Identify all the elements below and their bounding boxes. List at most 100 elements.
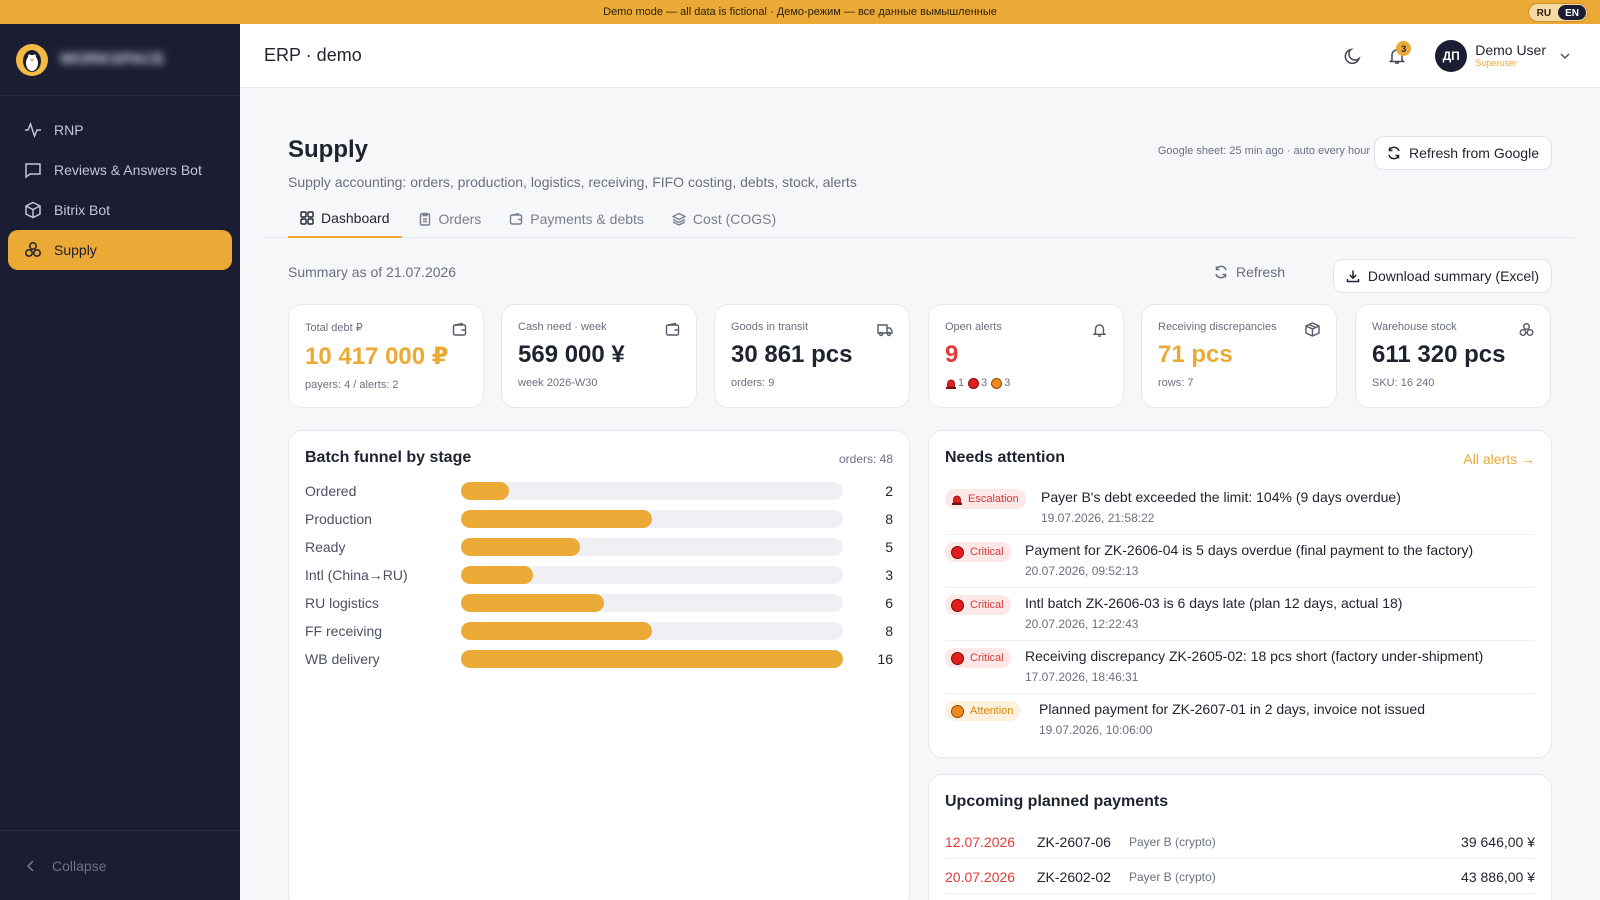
theme-toggle-button[interactable]	[1335, 38, 1371, 74]
refresh-button[interactable]: Refresh	[1214, 264, 1285, 280]
critical-dot-icon	[951, 598, 964, 612]
siren-icon	[951, 494, 963, 505]
tab-orders[interactable]: Orders	[406, 200, 494, 238]
tab-cost-cogs[interactable]: Cost (COGS)	[660, 200, 788, 238]
refresh-from-google-button[interactable]: Refresh from Google	[1374, 136, 1552, 170]
payment-order-id: ZK-2602-02	[1037, 868, 1111, 885]
sidebar-item-bitrix-bot[interactable]: Bitrix Bot	[8, 190, 232, 230]
funnel-row: Intl (China→RU) 3	[305, 565, 893, 585]
payment-row[interactable]: 20.07.2026 ZK-2602-02 Payer B (crypto) 43 8…	[945, 860, 1535, 894]
kpi-value: 10 417 000 ₽	[305, 343, 449, 370]
avatar[interactable]: ДП	[1435, 40, 1468, 72]
lang-en[interactable]: EN	[1558, 5, 1586, 20]
package-icon	[1305, 322, 1320, 337]
kpi-value: 611 320 pcs	[1372, 341, 1506, 368]
all-alerts-link[interactable]: All alerts →	[1463, 451, 1535, 467]
alert-item[interactable]: Critical Payment for ZK-2606-04 is 5 days…	[945, 536, 1535, 588]
funnel-bar	[461, 650, 843, 668]
kpi-total-debt: Total debt ₽ 10 417 000 ₽ payers: 4 / al…	[288, 304, 484, 408]
alert-time: 17.07.2026, 18:46:31	[1025, 670, 1139, 684]
wallet-icon	[665, 322, 680, 337]
sidebar-item-supply[interactable]: Supply	[8, 230, 232, 270]
funnel-bar-track	[461, 510, 843, 528]
summary-date: Summary as of 21.07.2026	[288, 264, 457, 280]
funnel-stage-count: 3	[885, 567, 893, 583]
alert-item[interactable]: Critical Intl batch ZK-2606-03 is 6 days …	[945, 589, 1535, 641]
alert-text: Payment for ZK-2606-04 is 5 days overdue…	[1025, 542, 1474, 558]
funnel-row: Ready 5	[305, 537, 893, 557]
alert-text: Planned payment for ZK-2607-01 in 2 days…	[1039, 701, 1426, 717]
severity-label: Attention	[970, 705, 1014, 717]
collapse-button[interactable]: Collapse	[0, 830, 240, 900]
funnel-stage-label: Ordered	[305, 483, 357, 499]
funnel-row: Production 8	[305, 509, 893, 529]
kpi-receiving-discrepancies: Receiving discrepancies 71 pcs rows: 7	[1141, 304, 1337, 408]
sidebar-item-label: Supply	[54, 242, 97, 258]
download-summary-button[interactable]: Download summary (Excel)	[1332, 259, 1552, 293]
severity-badge: Attention	[945, 701, 1021, 721]
kpi-value: 9	[945, 341, 959, 368]
alert-text: Intl batch ZK-2606-03 is 6 days late (pl…	[1025, 595, 1403, 611]
sidebar-item-label: Reviews & Answers Bot	[54, 162, 202, 178]
kpi-open-alerts: Open alerts 9 1 3 3	[928, 304, 1124, 408]
kpi-label: Goods in transit	[731, 321, 809, 333]
kpi-label: Open alerts	[945, 321, 1002, 333]
tab-label: Payments & debts	[530, 211, 644, 227]
funnel-stage-label: Production	[305, 511, 372, 527]
funnel-stage-label: Intl (China→RU)	[305, 567, 408, 583]
layers-icon	[671, 212, 693, 226]
severity-badge: Escalation	[945, 489, 1026, 509]
alert-item[interactable]: Attention Planned payment for ZK-2607-01 …	[945, 695, 1535, 747]
sidebar-item-reviews-bot[interactable]: Reviews & Answers Bot	[8, 150, 232, 190]
funnel-bar-track	[461, 538, 843, 556]
notification-count-badge: 3	[1396, 41, 1412, 56]
tab-label: Orders	[438, 211, 482, 227]
alert-text: Payer B's debt exceeded the limit: 104% …	[1041, 489, 1401, 505]
refresh-icon	[1214, 265, 1236, 279]
alert-time: 19.07.2026, 21:58:22	[1041, 511, 1155, 525]
kpi-sub: orders: 9	[731, 377, 775, 389]
funnel-bar	[461, 510, 652, 528]
payment-row[interactable]: 12.07.2026 ZK-2607-06 Payer B (crypto) 39 6…	[945, 825, 1535, 859]
sidebar-nav: RNP Reviews & Answers Bot Bitrix Bot Sup…	[0, 96, 240, 270]
alert-text: Receiving discrepancy ZK-2605-02: 18 pcs…	[1025, 648, 1484, 664]
lang-ru[interactable]: RU	[1536, 8, 1552, 19]
kpi-label: Cash need · week	[518, 321, 607, 333]
language-switch[interactable]: RU EN	[1527, 3, 1588, 22]
truck-icon	[877, 322, 893, 337]
funnel-bar	[461, 622, 652, 640]
chevron-down-icon[interactable]	[1560, 52, 1570, 60]
funnel-row: FF receiving 8	[305, 621, 893, 641]
funnel-bar	[461, 594, 605, 612]
escalation-siren-icon	[945, 378, 957, 389]
funnel-stage-count: 6	[885, 595, 893, 611]
cube-icon	[24, 201, 54, 219]
tab-payments-debts[interactable]: Payments & debts	[497, 200, 656, 238]
alert-time: 20.07.2026, 09:52:13	[1025, 564, 1139, 578]
user-menu[interactable]: Demo User Superuser	[1475, 42, 1546, 68]
alert-item[interactable]: Critical Receiving discrepancy ZK-2605-02…	[945, 642, 1535, 694]
main-content: Supply Supply accounting: orders, produc…	[240, 88, 1600, 900]
severity-badge: Critical	[945, 542, 1011, 562]
activity-icon	[24, 121, 54, 139]
sidebar-item-label: RNP	[54, 122, 84, 138]
funnel-bar	[461, 566, 533, 584]
kpi-goods-in-transit: Goods in transit 30 861 pcs orders: 9	[714, 304, 910, 408]
funnel-stage-count: 8	[885, 623, 893, 639]
alert-item[interactable]: Escalation Payer B's debt exceeded the li…	[945, 483, 1535, 535]
kpi-cash-need: Cash need · week 569 000 ¥ week 2026-W30	[501, 304, 697, 408]
topbar: ERP · demo 3 ДП Demo User Superuser	[240, 24, 1600, 88]
tab-label: Dashboard	[321, 210, 390, 226]
chevron-left-icon	[26, 859, 52, 872]
notifications-button[interactable]: 3	[1379, 38, 1415, 74]
kpi-value: 569 000 ¥	[518, 341, 625, 368]
sidebar-item-rnp[interactable]: RNP	[8, 110, 232, 150]
severity-label: Critical	[970, 652, 1004, 664]
download-icon	[1346, 269, 1368, 283]
wallet-icon	[452, 322, 467, 337]
tab-dashboard[interactable]: Dashboard	[288, 200, 402, 238]
kpi-value: 30 861 pcs	[731, 341, 853, 368]
card-title: Needs attention	[945, 449, 1066, 466]
penguin-logo-icon[interactable]	[16, 43, 48, 76]
tab-label: Cost (COGS)	[692, 211, 777, 227]
